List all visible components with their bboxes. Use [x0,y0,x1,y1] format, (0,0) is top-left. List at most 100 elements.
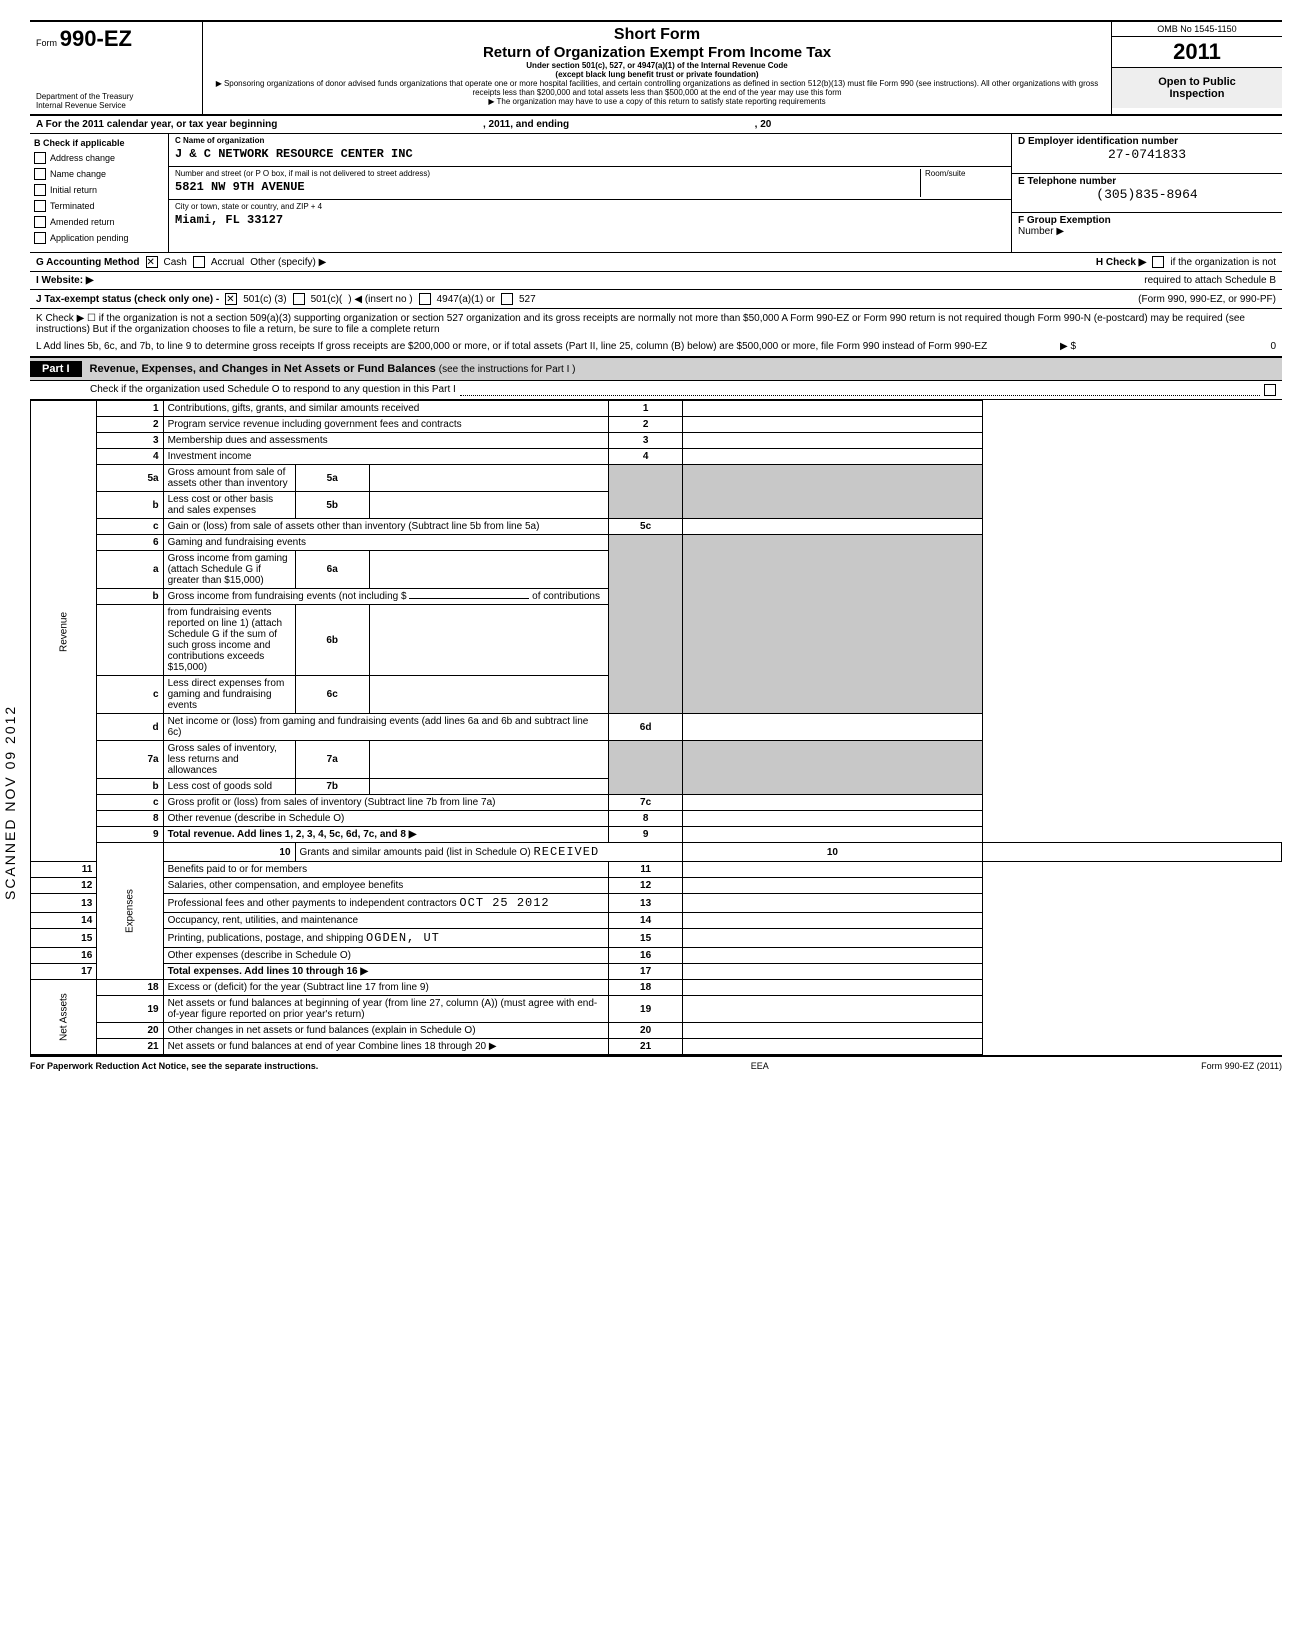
line16-desc: Other expenses (describe in Schedule O) [168,950,351,961]
line6c-desc: Less direct expenses from gaming and fun… [168,678,285,711]
line20-val[interactable] [683,1023,982,1039]
opt-527: 527 [519,294,536,305]
cb-pending[interactable] [34,232,46,244]
line11-desc: Benefits paid to or for members [168,864,308,875]
line5b-desc: Less cost or other basis and sales expen… [168,494,274,516]
line5b-val[interactable] [369,492,608,519]
line-l-text: L Add lines 5b, 6c, and 7b, to line 9 to… [36,341,1060,352]
part1-check-text: Check if the organization used Schedule … [90,384,456,396]
line1-desc: Contributions, gifts, grants, and simila… [168,403,420,414]
org-name-label: C Name of organization [175,136,1005,145]
address-label: Number and street (or P O box, if mail i… [175,169,920,178]
line17-val[interactable] [683,964,982,980]
opt-4947: 4947(a)(1) or [437,294,495,305]
header-note1: Sponsoring organizations of donor advise… [213,79,1101,97]
section-b-header: B Check if applicable [34,138,164,148]
line18-val[interactable] [683,980,982,996]
line14-val[interactable] [683,913,982,929]
line16-val[interactable] [683,948,982,964]
line-g-h: G Accounting Method ✕ Cash Accrual Other… [30,253,1282,272]
line4-desc: Investment income [168,451,252,462]
city-label: City or town, state or country, and ZIP … [175,202,1005,211]
section-a-text3: , 20 [755,119,772,130]
cb-501c3[interactable]: ✕ [225,293,237,305]
cb-schedule-b[interactable] [1152,256,1164,268]
ein-value: 27-0741833 [1018,147,1276,162]
omb-number: OMB No 1545-1150 [1112,22,1282,37]
cb-name-change[interactable] [34,168,46,180]
cb-4947[interactable] [419,293,431,305]
cb-schedule-o[interactable] [1264,384,1276,396]
opt-cash: Cash [164,257,187,268]
subtitle-except: (except black lung benefit trust or priv… [213,70,1101,79]
stamp-received: RECEIVED [534,845,600,859]
line5c-desc: Gain or (loss) from sale of assets other… [168,521,540,532]
opt-other: Other (specify) ▶ [250,257,326,268]
side-netassets: Net Assets [31,980,97,1055]
footer-right: Form 990-EZ (2011) [1201,1061,1282,1071]
line11-val[interactable] [683,862,982,878]
cb-initial-return[interactable] [34,184,46,196]
h-text2: required to attach Schedule B [1144,275,1276,286]
form-prefix: Form [36,38,57,48]
cb-527[interactable] [501,293,513,305]
lbl-name-change: Name change [50,169,106,179]
cb-amended[interactable] [34,216,46,228]
h-text3: (Form 990, 990-EZ, or 990-PF) [1138,294,1276,305]
cb-501c[interactable] [293,293,305,305]
section-a-text2: , 2011, and ending [483,119,569,130]
opt-insert: ) ◀ (insert no ) [348,294,412,305]
h-check-label: H Check ▶ [1096,257,1146,268]
line6b-val[interactable] [369,605,608,676]
line6b-pre: Gross income from fundraising events (no… [168,591,407,602]
line6b2-desc: from fundraising events reported on line… [168,607,283,673]
line6a-desc: Gross income from gaming (attach Schedul… [168,553,288,586]
line5a-val[interactable] [369,465,608,492]
line7a-desc: Gross sales of inventory, less returns a… [168,743,277,776]
line20-desc: Other changes in net assets or fund bala… [168,1025,476,1036]
line10-val[interactable] [982,843,1281,862]
line-k: K Check ▶ ☐ if the organization is not a… [30,309,1282,337]
line6-desc: Gaming and fundraising events [168,537,306,548]
inspection: Inspection [1116,88,1278,100]
line-l: L Add lines 5b, 6c, and 7b, to line 9 to… [30,337,1282,356]
line7a-val[interactable] [369,741,608,779]
line7b-val[interactable] [369,779,608,795]
line19-val[interactable] [683,996,982,1023]
line15-val[interactable] [683,929,982,948]
cb-address-change[interactable] [34,152,46,164]
line4-val[interactable] [683,449,982,465]
line1-val[interactable] [683,401,982,417]
line3-val[interactable] [683,433,982,449]
cb-accrual[interactable] [193,256,205,268]
line7c-val[interactable] [683,795,982,811]
dept-irs: Internal Revenue Service [36,101,196,110]
entity-info-grid: B Check if applicable Address change Nam… [30,134,1282,253]
page-footer: For Paperwork Reduction Act Notice, see … [30,1055,1282,1075]
line6a-val[interactable] [369,551,608,589]
line19-desc: Net assets or fund balances at beginning… [168,998,598,1020]
line14-desc: Occupancy, rent, utilities, and maintena… [168,915,358,926]
line6c-val[interactable] [369,676,608,714]
line18-desc: Excess or (deficit) for the year (Subtra… [168,982,429,993]
line12-val[interactable] [683,878,982,894]
section-a: A For the 2011 calendar year, or tax yea… [30,116,1282,134]
line3-desc: Membership dues and assessments [168,435,328,446]
line21-val[interactable] [683,1039,982,1055]
line2-val[interactable] [683,417,982,433]
line8-val[interactable] [683,811,982,827]
line6d-val[interactable] [683,714,982,741]
part1-lines-table: Revenue 1Contributions, gifts, grants, a… [30,400,1282,1055]
part1-sub: (see the instructions for Part I ) [439,364,576,375]
line13-val[interactable] [683,894,982,913]
line15-desc: Printing, publications, postage, and shi… [168,933,364,944]
line6b-post: of contributions [532,591,600,602]
section-a-text1: A For the 2011 calendar year, or tax yea… [36,119,277,130]
line9-val[interactable] [683,827,982,843]
line21-desc: Net assets or fund balances at end of ye… [168,1041,487,1052]
lbl-address-change: Address change [50,153,115,163]
line7c-desc: Gross profit or (loss) from sales of inv… [168,797,496,808]
cb-cash[interactable]: ✕ [146,256,158,268]
line5c-val[interactable] [683,519,982,535]
cb-terminated[interactable] [34,200,46,212]
